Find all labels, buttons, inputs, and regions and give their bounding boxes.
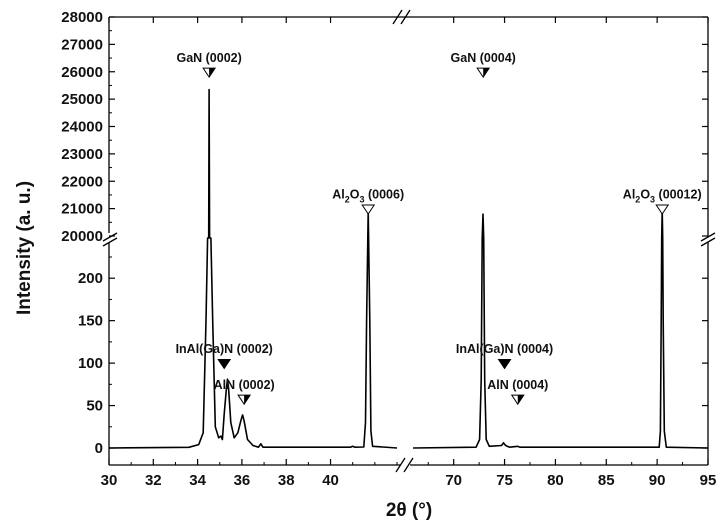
- peak-label: InAl(Ga)N (0002): [176, 342, 273, 356]
- x-tick-label: 36: [234, 472, 251, 489]
- filled-triangle-marker: [217, 359, 232, 370]
- axes-layer: 30 32 34 36 38 40 70 75 80 85 90 950501001502002000…: [61, 9, 716, 489]
- y-tick-label: 0: [95, 440, 103, 457]
- y-tick-label: 150: [78, 313, 103, 330]
- peak-label-part: 3: [650, 195, 655, 205]
- x-tick-label: 34: [189, 472, 206, 489]
- y-tick-label: 21000: [61, 201, 103, 218]
- y-break-mark-left-1: [102, 232, 118, 242]
- y-tick-label: 22000: [61, 173, 103, 190]
- open-triangle-marker: [361, 204, 376, 215]
- xrd-pattern-line: [108, 88, 398, 449]
- x-break-mark-top-1: [392, 9, 403, 25]
- peak-label: Al2O3 (0006): [332, 188, 404, 205]
- peak-label: GaN (0002): [176, 51, 241, 65]
- peak-label-part: Al: [623, 188, 636, 202]
- x-break-mark-bottom-1: [395, 457, 406, 473]
- peak-label: GaN (0004): [451, 51, 516, 65]
- open-triangle-marker: [655, 204, 670, 215]
- y-tick-label: 20000: [61, 228, 103, 245]
- x-axis-title: 2θ (°): [386, 500, 432, 521]
- peak-label-part: O: [640, 188, 650, 202]
- x-tick-label: 85: [598, 472, 615, 489]
- peak-label: AlN (0004): [487, 378, 548, 392]
- xrd-pattern-line: [412, 209, 709, 449]
- y-tick-label: 200: [78, 270, 103, 287]
- filled-triangle-marker: [497, 359, 512, 370]
- x-break-mark-top-2: [400, 9, 411, 25]
- y-break-mark-right-1: [700, 232, 716, 242]
- y-axis-title: Intensity (a. u.): [14, 181, 35, 315]
- y-tick-label: 24000: [61, 119, 103, 136]
- x-tick-label: 30: [101, 472, 118, 489]
- x-tick-label: 75: [496, 472, 513, 489]
- y-break-mark-left-2: [102, 237, 118, 247]
- x-tick-label: 95: [700, 472, 717, 489]
- x-tick-label: 32: [145, 472, 162, 489]
- peak-label: InAl(Ga)N (0004): [456, 342, 553, 356]
- x-tick-label: 70: [445, 472, 462, 489]
- x-tick-label: 40: [322, 472, 339, 489]
- y-tick-label: 25000: [61, 91, 103, 108]
- labels-layer: GaN (0002) GaN (0004)Al2O3 (0006) Al2O3 (0…: [176, 51, 702, 406]
- y-tick-label: 23000: [61, 146, 103, 163]
- y-tick-label: 100: [78, 355, 103, 372]
- peak-label-part: 3: [360, 195, 365, 205]
- x-tick-label: 38: [278, 472, 295, 489]
- x-tick-label: 90: [649, 472, 666, 489]
- peak-label-part: (00012): [655, 188, 702, 202]
- half-filled-triangle-fill: [517, 395, 524, 405]
- x-break-mark-bottom-2: [403, 457, 414, 473]
- peak-label-part: Al: [332, 188, 345, 202]
- half-filled-triangle-fill: [483, 68, 490, 78]
- peak-label-part: O: [350, 188, 360, 202]
- y-tick-label: 50: [86, 398, 103, 415]
- plot-layer: [108, 88, 709, 449]
- x-tick-label: 80: [547, 472, 564, 489]
- half-filled-triangle-fill: [209, 68, 216, 78]
- peak-label-part: 2: [345, 195, 350, 205]
- peak-label: AlN (0002): [214, 378, 275, 392]
- peak-label: Al2O3 (00012): [623, 188, 702, 205]
- peak-label-part: 2: [635, 195, 640, 205]
- y-tick-label: 28000: [61, 9, 103, 26]
- y-break-mark-right-2: [700, 237, 716, 247]
- y-tick-label: 26000: [61, 64, 103, 81]
- y-tick-label: 27000: [61, 36, 103, 53]
- half-filled-triangle-fill: [244, 395, 251, 405]
- peak-label-part: (0006): [365, 188, 405, 202]
